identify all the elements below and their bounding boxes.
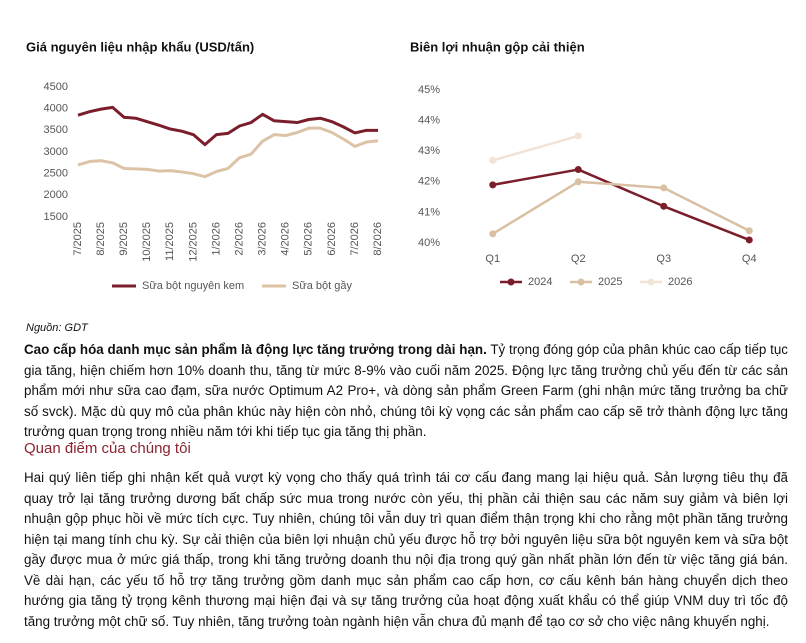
- y-tick-label: 1500: [44, 211, 68, 223]
- y-tick-label: 4500: [44, 81, 68, 93]
- x-tick-label: 8/2025: [95, 222, 107, 256]
- x-tick-label: 4/2026: [280, 222, 292, 256]
- series-line: [492, 168, 750, 242]
- x-tick-label: 5/2026: [303, 222, 315, 256]
- y-tick-label: 4000: [44, 103, 68, 115]
- x-tick-label: 7/2026: [349, 222, 361, 256]
- legend-marker: [507, 278, 515, 286]
- paragraph: Cao cấp hóa danh mục sản phẩm là động lự…: [24, 340, 788, 443]
- y-tick-label: 43%: [418, 145, 440, 157]
- point: [489, 230, 497, 238]
- point: [574, 166, 582, 174]
- x-tick-label: 8/2026: [372, 222, 384, 256]
- legend-label: 2026: [668, 276, 692, 288]
- x-tick-label: 3/2026: [257, 222, 269, 256]
- x-tick-label: 12/2025: [187, 222, 199, 262]
- x-tick-label: Q2: [571, 253, 586, 265]
- legend-marker: [577, 278, 585, 286]
- series-line: [492, 134, 579, 162]
- x-tick-label: 11/2025: [164, 222, 176, 261]
- legend-label: Sữa bột nguyên kem: [142, 280, 244, 292]
- point: [574, 132, 582, 140]
- y-tick-label: 3500: [44, 124, 68, 136]
- y-tick-label: 2000: [44, 189, 68, 201]
- lead: Cao cấp hóa danh mục sản phẩm là động lự…: [24, 342, 487, 357]
- y-tick-label: 41%: [418, 206, 440, 218]
- y-tick-label: 44%: [418, 115, 440, 127]
- legend-label: 2024: [528, 276, 552, 288]
- body: Tỷ trọng đóng góp của phân khúc cao cấp …: [24, 342, 788, 439]
- point: [574, 178, 582, 186]
- point: [745, 227, 753, 235]
- x-tick-label: 6/2026: [326, 222, 338, 256]
- source: Nguồn: GDT: [26, 322, 88, 334]
- x-tick-label: 2/2026: [233, 222, 245, 256]
- x-tick-label: Q4: [742, 253, 757, 265]
- x-tick-label: 10/2025: [141, 222, 153, 262]
- point: [489, 156, 497, 164]
- legend-label: Sữa bột gầy: [292, 280, 352, 292]
- x-tick-label: 9/2025: [118, 222, 130, 256]
- point: [745, 236, 753, 244]
- series-line: [77, 126, 379, 179]
- chart-title: Giá nguyên liệu nhập khẩu (USD/tấn): [26, 39, 254, 54]
- charts: Giá nguyên liệu nhập khẩu (USD/tấn) Biên…: [26, 39, 757, 292]
- y-tick-label: 45%: [418, 84, 440, 96]
- x-tick-label: Q3: [656, 253, 671, 265]
- x-tick-label: 7/2025: [72, 222, 84, 256]
- y-tick-label: 40%: [418, 237, 440, 249]
- paragraph: Hai quý liên tiếp ghi nhận kết quả vượt …: [24, 470, 788, 629]
- y-tick-label: 2500: [44, 168, 68, 180]
- series-line: [492, 180, 750, 235]
- legend-marker: [647, 278, 655, 286]
- x-tick-label: 1/2026: [210, 222, 222, 256]
- chart-title: Biên lợi nhuận gộp cải thiện: [410, 39, 585, 54]
- x-tick-label: Q1: [485, 253, 500, 265]
- y-tick-label: 42%: [418, 176, 440, 188]
- series-line: [77, 105, 378, 147]
- y-tick-label: 3000: [44, 146, 68, 158]
- section-title: Quan điểm của chúng tôi: [24, 440, 191, 457]
- point: [660, 184, 668, 192]
- legend-label: 2025: [598, 276, 622, 288]
- point: [660, 202, 668, 210]
- point: [489, 181, 497, 189]
